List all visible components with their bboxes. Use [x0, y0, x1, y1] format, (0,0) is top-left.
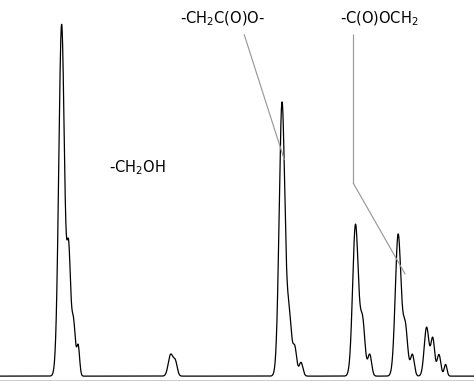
Text: -CH$_2$OH: -CH$_2$OH [109, 158, 166, 177]
Text: -C(O)OCH$_2$: -C(O)OCH$_2$ [340, 10, 419, 28]
Text: -CH$_2$C(O)O-: -CH$_2$C(O)O- [180, 10, 265, 28]
